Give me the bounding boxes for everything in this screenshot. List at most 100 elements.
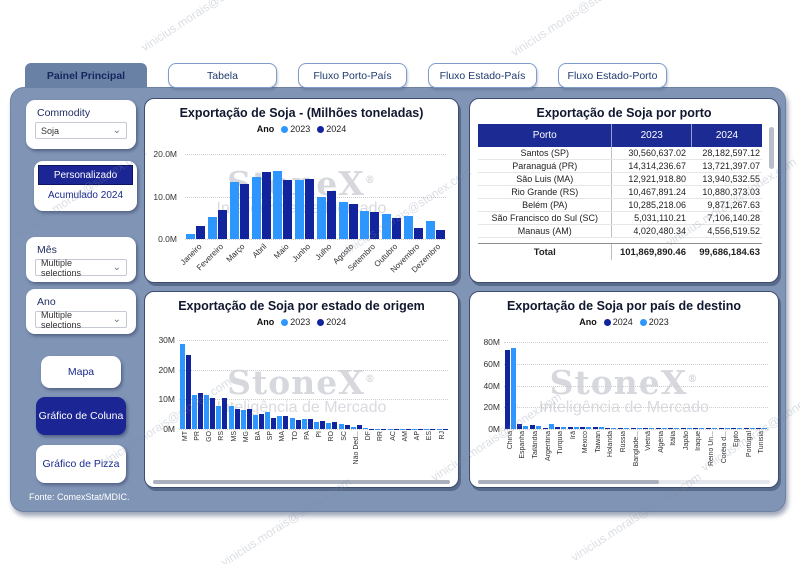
bar-2024-GO[interactable] [210,397,216,429]
bar-2023-BA[interactable] [253,415,259,429]
mapa-button[interactable]: Mapa [41,356,121,388]
table-row[interactable]: Rio Grande (RS) 10,467,891.24 10,880,373… [478,186,762,199]
bar-group-RO[interactable] [326,340,338,429]
bar-2023-Egito[interactable] [737,428,743,429]
bar-group-Abril[interactable] [250,154,272,239]
tab-fluxo-estado-pais[interactable]: Fluxo Estado-País [428,63,537,88]
bar-2024-Maio[interactable] [283,180,293,239]
bar-2023-Dezembro[interactable] [425,221,435,239]
bar-2023-Banglade...[interactable] [636,427,642,429]
bar-2024-Portugal[interactable] [743,428,749,429]
bar-group-MG[interactable] [240,340,252,429]
bar-2023-Setembro[interactable] [360,210,370,239]
bar-2024-Irã[interactable] [567,426,573,429]
legend-entry-2023[interactable]: 2023 [639,317,669,327]
bar-2023-Vietnã[interactable] [649,427,655,429]
bar-2024-Taiwan[interactable] [592,427,598,429]
bar-group-Coréia d...[interactable] [718,342,731,429]
bar-group-Irã[interactable] [567,342,580,429]
table-scrollbar[interactable] [769,127,774,169]
bar-group-Argentina[interactable] [542,342,555,429]
bar-2024-Novembro[interactable] [413,227,423,239]
ano-select[interactable]: Multiple selections ⌄ [35,310,127,330]
bar-2024-SP[interactable] [271,417,277,429]
bar-group-GO[interactable] [203,340,216,429]
bar-2023-Coréia d...[interactable] [724,428,730,429]
bar-group-PR[interactable] [191,340,203,429]
bar-group-Janeiro[interactable] [185,154,207,239]
bar-2023-MA[interactable] [277,416,283,429]
bar-2023-Março[interactable] [229,181,239,239]
bar-2023-Janeiro[interactable] [186,234,196,239]
bar-2024-Algéria[interactable] [655,427,661,429]
bar-2024-Março[interactable] [239,184,249,239]
bar-group-Tunisia[interactable] [756,342,769,429]
bar-2024-MS[interactable] [234,409,240,429]
bar-2023-Turquia[interactable] [561,426,567,429]
bar-group-Julho[interactable] [316,154,338,239]
bar-group-Março[interactable] [229,154,251,239]
grafico-de-pizza-button[interactable]: Gráfico de Pizza [36,445,126,483]
bar-group-RS[interactable] [216,340,228,429]
bar-group-Dezembro[interactable] [424,154,446,239]
bar-2024-Reino Un...[interactable] [706,428,712,429]
bar-2024-Espanha[interactable] [517,424,523,429]
bar-2023-Espanha[interactable] [523,426,529,429]
bar-2024-PA[interactable] [307,418,313,429]
tab-tabela[interactable]: Tabela [168,63,277,88]
bar-2023-MT[interactable] [179,344,185,429]
bar-group-Algéria[interactable] [655,342,668,429]
bar-2024-Tunisia[interactable] [756,428,762,429]
bar-group-Agosto[interactable] [337,154,359,239]
col-header-porto[interactable]: Porto [532,130,557,141]
legend-entry-2024[interactable]: 2024 [317,317,346,327]
bar-2023-Agosto[interactable] [338,202,348,239]
bar-2024-RO[interactable] [332,422,338,429]
bar-2023-México[interactable] [586,427,592,429]
tab-fluxo-estado-porto[interactable]: Fluxo Estado-Porto [558,63,667,88]
bar-group-Maio[interactable] [272,154,294,239]
bar-2024-Banglade...[interactable] [630,427,636,429]
col-header-2023[interactable]: 2023 [611,124,691,147]
bar-group-AC[interactable] [387,340,399,429]
bar-group-MT[interactable] [179,340,191,429]
bar-group-SC[interactable] [338,340,350,429]
bar-group-RJ[interactable] [436,340,448,429]
bar-group-RR[interactable] [375,340,387,429]
bar-group-Rússia[interactable] [617,342,630,429]
bar-2024-Não Ded...[interactable] [356,425,362,429]
bar-2024-México[interactable] [580,427,586,429]
bar-group-DF[interactable] [363,340,375,429]
table-row[interactable]: São Francisco do Sul (SC) 5,031,110.21 7… [478,212,762,225]
bar-2024-Tailândia[interactable] [529,425,535,429]
bar-group-AP[interactable] [411,340,424,429]
bar-2024-Coréia d...[interactable] [718,428,724,429]
bar-2024-Rússia[interactable] [617,427,623,429]
bar-2023-Portugal[interactable] [749,428,755,429]
bar-group-Fevereiro[interactable] [207,154,229,239]
mes-select[interactable]: Multiple selections ⌄ [35,258,127,278]
bar-2024-Holanda[interactable] [605,427,611,429]
bar-group-México[interactable] [579,342,592,429]
bar-group-Holanda[interactable] [605,342,618,429]
bar-group-SP[interactable] [265,340,277,429]
chart-hscrollbar-track[interactable] [478,480,770,484]
bar-2024-Vietnã[interactable] [643,427,649,429]
bar-2023-Tunisia[interactable] [762,428,768,429]
bar-2023-Novembro[interactable] [403,215,413,239]
bar-2023-Argentina[interactable] [548,424,554,429]
bar-2023-MG[interactable] [240,410,246,429]
bar-2024-Itália[interactable] [668,427,674,429]
table-row[interactable]: Manaus (AM) 4,020,480.34 4,556,519.52 [478,225,762,238]
bar-group-Banglade...[interactable] [630,342,643,429]
chart-hscrollbar-thumb[interactable] [153,480,450,484]
col-header-2024[interactable]: 2024 [690,124,762,147]
bar-2023-Iraque[interactable] [699,428,705,429]
commodity-select[interactable]: Soja ⌄ [35,122,127,139]
bar-group-Não Ded...[interactable] [350,340,362,429]
bar-2024-Dezembro[interactable] [435,229,445,239]
tab-fluxo-porto-pais[interactable]: Fluxo Porto-País [298,63,407,88]
bar-2024-Abril[interactable] [261,171,271,239]
bar-2023-Fevereiro[interactable] [208,216,218,239]
bar-2024-MA[interactable] [283,416,289,429]
